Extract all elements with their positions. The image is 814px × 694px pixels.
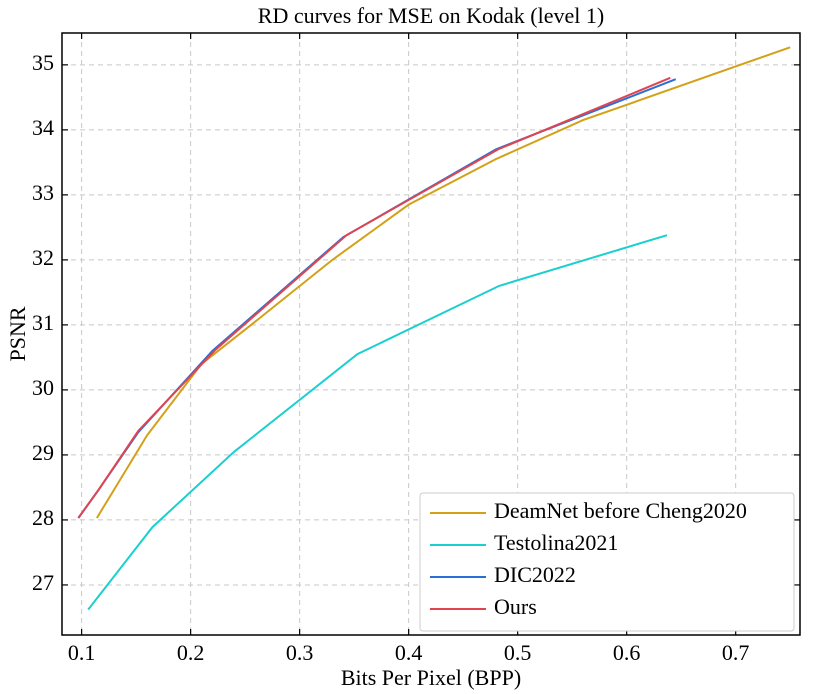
legend-label: Ours [494, 594, 537, 619]
x-tick-label: 0.6 [613, 640, 641, 665]
legend-label: DIC2022 [494, 562, 576, 587]
y-tick-label: 27 [32, 570, 54, 595]
y-tick-label: 32 [32, 245, 54, 270]
x-tick-label: 0.1 [68, 640, 96, 665]
y-tick-label: 33 [32, 180, 54, 205]
x-tick-label: 0.2 [177, 640, 205, 665]
y-tick-label: 28 [32, 505, 54, 530]
x-axis-label: Bits Per Pixel (BPP) [341, 665, 521, 690]
series-line [77, 76, 671, 519]
y-tick-label: 30 [32, 375, 54, 400]
y-axis-label: PSNR [5, 306, 30, 361]
series-line [87, 234, 668, 611]
plot-frame [61, 32, 801, 636]
chart-title: RD curves for MSE on Kodak (level 1) [258, 3, 604, 28]
series-line [77, 78, 677, 519]
y-tick-label: 34 [32, 115, 54, 140]
legend-label: Testolina2021 [494, 530, 618, 555]
legend-box [419, 492, 795, 632]
x-tick-label: 0.3 [286, 640, 314, 665]
y-tick-label: 35 [32, 50, 54, 75]
legend-label: DeamNet before Cheng2020 [494, 498, 747, 523]
x-tick-label: 0.7 [722, 640, 750, 665]
y-tick-label: 31 [32, 310, 54, 335]
series-line [96, 46, 791, 519]
y-tick-label: 29 [32, 440, 54, 465]
x-tick-label: 0.5 [504, 640, 532, 665]
x-tick-label: 0.4 [395, 640, 423, 665]
